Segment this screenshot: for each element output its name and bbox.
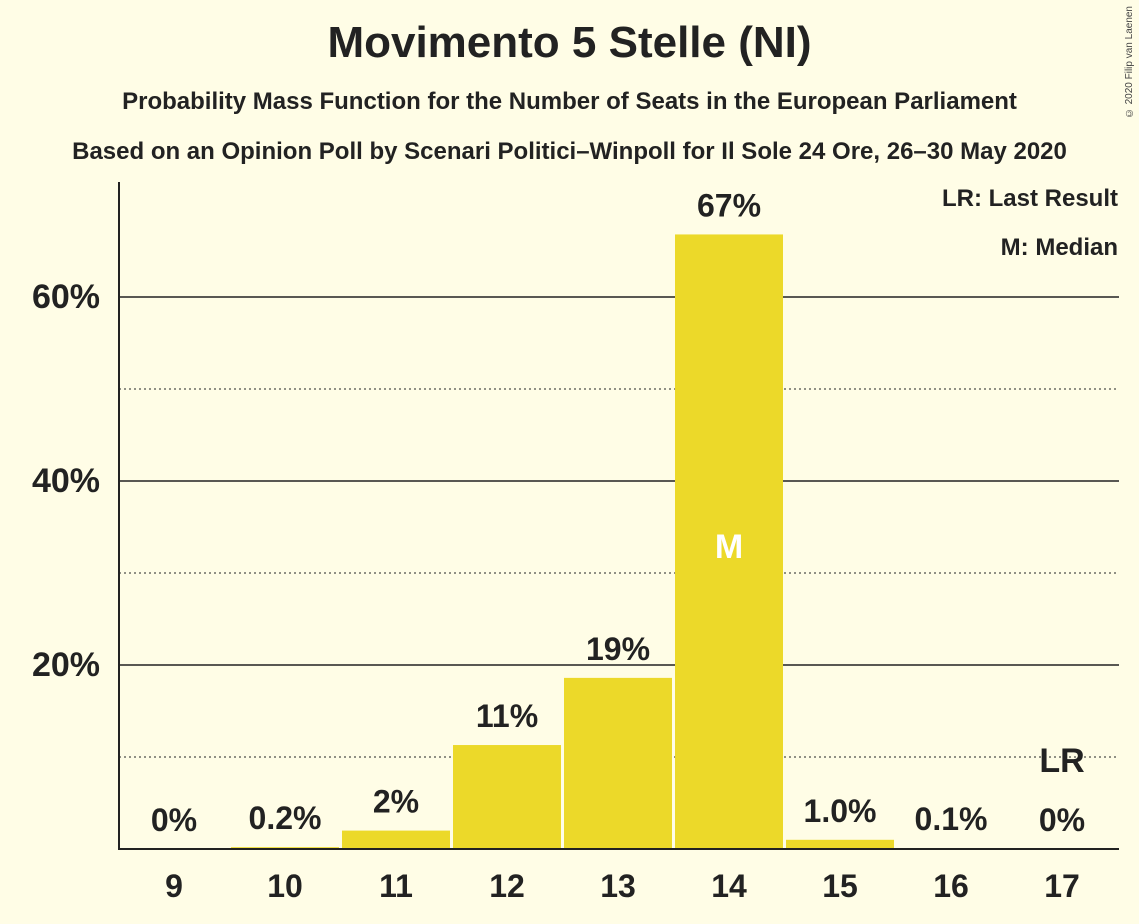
value-label: 67% xyxy=(697,187,761,223)
x-tick-label: 15 xyxy=(822,868,858,904)
y-tick-label: 60% xyxy=(32,278,100,316)
chart-subtitle: Probability Mass Function for the Number… xyxy=(122,88,1017,115)
median-marker: M xyxy=(715,528,743,566)
bar xyxy=(453,745,561,849)
bar xyxy=(564,677,672,849)
value-labels: 0% 0.2% 2% 11% 19% 67% 1.0% 0.1% 0% xyxy=(151,187,1085,838)
value-label: 0.2% xyxy=(249,800,322,836)
value-label: 2% xyxy=(373,784,419,820)
chart-title: Movimento 5 Stelle (NI) xyxy=(327,18,812,67)
grid-lines xyxy=(119,296,1119,758)
x-tick-label: 9 xyxy=(165,868,183,904)
legend-last-result: LR: Last Result xyxy=(941,185,1118,212)
y-tick-label: 40% xyxy=(32,462,100,500)
x-tick-label: 11 xyxy=(379,868,413,904)
value-label: 0% xyxy=(151,802,197,838)
y-tick-label: 20% xyxy=(32,646,100,684)
markers: M LR xyxy=(715,528,1085,780)
legend-median: M: Median xyxy=(1000,234,1118,261)
x-tick-labels: 9 10 11 12 13 14 15 16 17 xyxy=(165,868,1080,904)
value-label: 1.0% xyxy=(804,793,877,829)
bar xyxy=(675,234,783,849)
x-tick-label: 13 xyxy=(600,868,636,904)
last-result-marker: LR xyxy=(1039,742,1084,780)
value-label: 0.1% xyxy=(915,801,988,837)
bar xyxy=(342,830,450,849)
value-label: 0% xyxy=(1039,802,1085,838)
x-tick-label: 14 xyxy=(711,868,747,904)
bar xyxy=(786,839,894,849)
x-tick-label: 10 xyxy=(267,868,303,904)
value-label: 11% xyxy=(476,698,538,734)
x-tick-label: 17 xyxy=(1044,868,1080,904)
y-tick-labels: 20% 40% 60% xyxy=(32,278,100,684)
x-tick-label: 12 xyxy=(489,868,525,904)
chart-source-line: Based on an Opinion Poll by Scenari Poli… xyxy=(72,138,1067,165)
value-label: 19% xyxy=(586,631,650,667)
bars xyxy=(231,234,1005,849)
x-tick-label: 16 xyxy=(933,868,969,904)
